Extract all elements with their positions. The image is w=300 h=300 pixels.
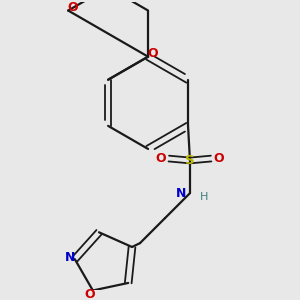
Text: O: O [85, 288, 95, 300]
Text: O: O [68, 1, 78, 14]
Text: H: H [200, 192, 208, 202]
Text: O: O [214, 152, 224, 165]
Text: O: O [156, 152, 167, 165]
Text: O: O [148, 47, 158, 60]
Text: N: N [65, 251, 75, 264]
Text: N: N [176, 187, 186, 200]
Text: S: S [185, 154, 195, 167]
